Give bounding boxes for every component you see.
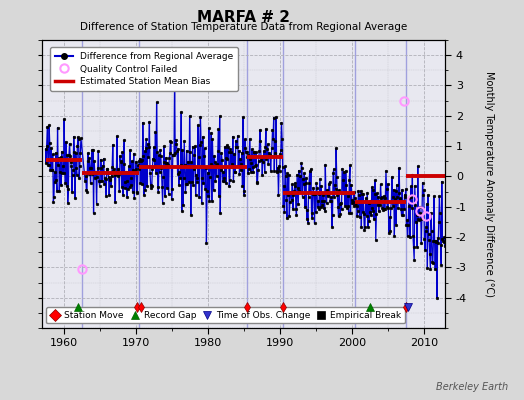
Legend: Station Move, Record Gap, Time of Obs. Change, Empirical Break: Station Move, Record Gap, Time of Obs. C…: [47, 307, 405, 324]
Text: Berkeley Earth: Berkeley Earth: [436, 382, 508, 392]
Y-axis label: Monthly Temperature Anomaly Difference (°C): Monthly Temperature Anomaly Difference (…: [484, 71, 494, 297]
Text: MARFA # 2: MARFA # 2: [197, 10, 290, 25]
Text: Difference of Station Temperature Data from Regional Average: Difference of Station Temperature Data f…: [80, 22, 407, 32]
